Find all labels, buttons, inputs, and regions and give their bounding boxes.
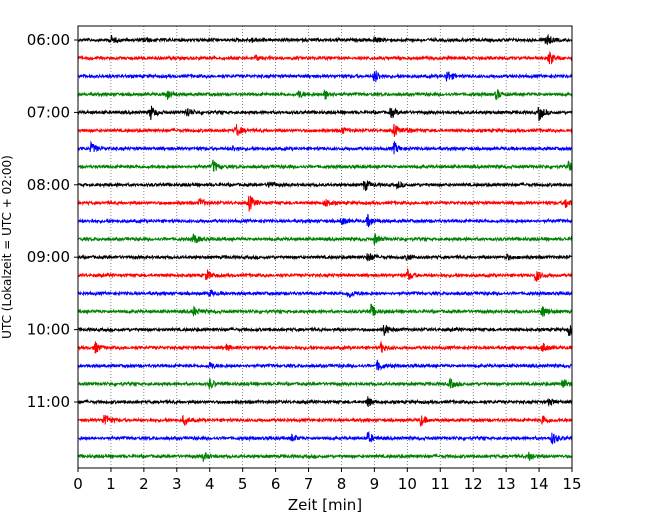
trace-07:15 <box>77 123 573 137</box>
x-tick-label: 0 <box>73 475 83 493</box>
trace-10:15 <box>77 341 572 354</box>
y-tick-label: 09:00 <box>27 248 70 266</box>
trace-08:45 <box>77 232 573 246</box>
x-tick-label: 6 <box>271 475 281 493</box>
trace-group <box>77 33 573 462</box>
trace-11:45 <box>77 451 573 462</box>
trace-08:00 <box>77 180 573 192</box>
y-tick-label: 11:00 <box>27 393 70 411</box>
trace-09:30 <box>77 289 573 299</box>
x-tick-label: 9 <box>370 475 380 493</box>
trace-11:00 <box>77 396 573 407</box>
trace-09:00 <box>77 252 573 262</box>
x-axis-label: Zeit [min] <box>288 496 362 514</box>
x-tick-label: 3 <box>172 475 182 493</box>
x-tick-label: 7 <box>304 475 314 493</box>
trace-06:00 <box>77 33 573 45</box>
x-tick-label: 14 <box>530 475 549 493</box>
trace-06:15 <box>77 50 573 65</box>
y-tick-label: 06:00 <box>27 31 70 49</box>
trace-11:30 <box>77 430 573 445</box>
trace-07:45 <box>77 159 573 172</box>
trace-10:45 <box>77 377 573 389</box>
trace-10:00 <box>77 325 573 336</box>
trace-11:15 <box>77 414 573 427</box>
x-tick-label: 2 <box>139 475 149 493</box>
trace-09:45 <box>77 303 573 317</box>
y-tick-label: 08:00 <box>27 176 70 194</box>
trace-08:30 <box>77 213 573 228</box>
x-tick-label: 12 <box>464 475 483 493</box>
y-axis-label: UTC (Lokalzeit = UTC + 02:00) <box>0 155 14 339</box>
x-tick-label: 4 <box>205 475 215 493</box>
y-tick-label: 07:00 <box>27 103 70 121</box>
trace-07:30 <box>77 140 573 155</box>
y-axis-ticks: 06:00 07:00 08:00 09:00 10:00 11:00 <box>27 31 78 411</box>
plot-frame <box>77 25 573 469</box>
x-tick-label: 13 <box>497 475 516 493</box>
x-tick-label: 1 <box>106 475 116 493</box>
trace-10:30 <box>77 359 573 371</box>
y-tick-label: 10:00 <box>27 321 70 339</box>
x-tick-label: 10 <box>398 475 417 493</box>
x-axis-ticks: 0 1 2 3 4 5 6 7 8 9 10 11 12 13 14 15 <box>73 468 582 493</box>
x-tick-label: 11 <box>431 475 450 493</box>
trace-09:15 <box>77 267 573 283</box>
trace-06:45 <box>77 89 573 101</box>
x-tick-label: 5 <box>238 475 248 493</box>
trace-06:30 <box>77 70 573 83</box>
trace-08:15 <box>77 195 573 212</box>
trace-07:00 <box>77 105 573 122</box>
x-tick-label: 8 <box>337 475 347 493</box>
x-tick-label: 15 <box>562 475 581 493</box>
